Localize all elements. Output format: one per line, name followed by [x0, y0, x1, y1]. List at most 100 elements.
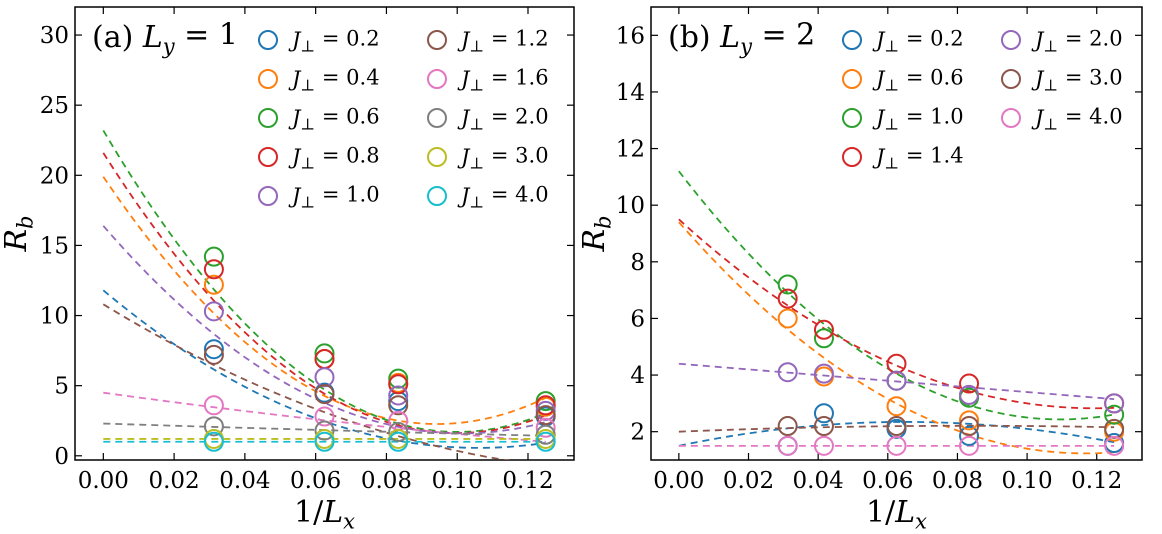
- x-tick-label: 0.00: [653, 468, 704, 494]
- data-point: [535, 405, 556, 426]
- legend-label: J⊥ = 1.4: [872, 143, 964, 172]
- data-point: [535, 431, 556, 452]
- data-point: [535, 417, 556, 438]
- legend-marker: [258, 108, 278, 128]
- data-point: [314, 431, 335, 452]
- x-tick-label: 0.08: [361, 468, 412, 494]
- legend-marker: [842, 30, 862, 50]
- data-point: [813, 416, 834, 437]
- y-tick-label: 30: [40, 23, 69, 49]
- legend-marker: [427, 30, 447, 50]
- data-point: [777, 274, 798, 295]
- data-point: [203, 339, 224, 360]
- data-point: [314, 343, 335, 364]
- data-point: [886, 435, 907, 456]
- legend-label: J⊥ = 0.2: [288, 26, 380, 55]
- legend-marker: [842, 108, 862, 128]
- legend-label: J⊥ = 2.0: [457, 104, 549, 133]
- legend-label: J⊥ = 0.8: [288, 143, 380, 172]
- data-point: [959, 410, 980, 431]
- legend-label: J⊥ = 3.0: [457, 143, 549, 172]
- legend-marker: [427, 108, 447, 128]
- data-point: [388, 421, 409, 442]
- legend-marker: [842, 147, 862, 167]
- legend-item: J⊥ = 3.0: [427, 143, 549, 173]
- legend-item: J⊥ = 0.4: [258, 65, 380, 95]
- legend-item: J⊥ = 0.8: [258, 143, 380, 173]
- data-point: [813, 328, 834, 349]
- y-tick-label: 25: [40, 93, 69, 119]
- fit-line: [678, 221, 1115, 455]
- data-point: [203, 259, 224, 280]
- panel-title: (b) Ly = 2: [668, 17, 815, 58]
- legend-marker: [1001, 69, 1021, 89]
- data-point: [959, 384, 980, 405]
- y-tick-label: 10: [40, 304, 69, 330]
- y-tick-label: 12: [616, 137, 645, 163]
- data-point: [388, 374, 409, 395]
- legend-item: J⊥ = 4.0: [1001, 104, 1123, 134]
- data-point: [203, 431, 224, 452]
- y-axis-title: Rb: [0, 215, 37, 252]
- y-tick-label: 6: [630, 306, 645, 332]
- data-point: [388, 431, 409, 452]
- legend-item: J⊥ = 3.0: [1001, 65, 1123, 95]
- y-tick-label: 2: [630, 420, 645, 446]
- data-point: [314, 420, 335, 441]
- legend-item: J⊥ = 0.6: [842, 65, 964, 95]
- x-tick-label: 0.10: [1001, 468, 1052, 494]
- legend-marker: [258, 186, 278, 206]
- data-point: [777, 308, 798, 329]
- legend: J⊥ = 0.2 J⊥ = 0.6 J⊥ = 1.0 J⊥ = 1.4 J⊥ = 2.0…: [842, 26, 1123, 173]
- y-tick-label: 10: [616, 193, 645, 219]
- plot-frame: [650, 6, 1143, 461]
- x-tick-label: 0.10: [432, 468, 483, 494]
- legend-label: J⊥ = 1.0: [872, 104, 964, 133]
- x-tick-label: 0.04: [219, 468, 270, 494]
- legend-label: J⊥ = 0.6: [288, 104, 380, 133]
- legend-label: J⊥ = 3.0: [1031, 65, 1123, 94]
- y-tick-label: 8: [630, 250, 645, 276]
- legend-label: J⊥ = 1.2: [457, 26, 549, 55]
- y-tick-label: 0: [54, 444, 69, 470]
- legend-item: J⊥ = 1.0: [258, 182, 380, 212]
- data-point: [777, 416, 798, 437]
- fit-line: [102, 225, 546, 435]
- legend-label: J⊥ = 4.0: [457, 182, 549, 211]
- data-point: [1104, 404, 1125, 425]
- data-point: [203, 416, 224, 437]
- data-point: [1104, 435, 1125, 456]
- legend-marker: [427, 147, 447, 167]
- legend-label: J⊥ = 4.0: [1031, 104, 1123, 133]
- legend-label: J⊥ = 0.6: [872, 65, 964, 94]
- x-tick-label: 0.12: [1071, 468, 1122, 494]
- x-axis-title: 1/Lx: [866, 495, 927, 533]
- plot-area: [678, 170, 1125, 456]
- y-tick-label: 20: [40, 163, 69, 189]
- data-point: [1104, 393, 1125, 414]
- legend-marker: [842, 69, 862, 89]
- legend-item: J⊥ = 0.2: [842, 26, 964, 56]
- legend-marker: [427, 69, 447, 89]
- fit-line: [103, 391, 546, 443]
- legend-marker: [258, 147, 278, 167]
- legend-item: J⊥ = 2.0: [1001, 26, 1123, 56]
- legend-label: J⊥ = 0.2: [872, 26, 964, 55]
- data-point: [388, 385, 409, 406]
- fit-line: [678, 170, 1115, 421]
- legend-marker: [1001, 30, 1021, 50]
- panel-a: 0.00 0.02 0.04 0.06 0.08 0.10 0.12 0 5 10 15 20 25 30…: [0, 6, 575, 533]
- y-tick-label: 16: [616, 23, 645, 49]
- data-point: [886, 370, 907, 391]
- y-axis-title: Rb: [577, 215, 615, 252]
- legend-item: J⊥ = 0.6: [258, 104, 380, 134]
- x-tick-label: 0.02: [148, 468, 199, 494]
- legend-marker: [1001, 108, 1021, 128]
- panel-title: (a) Ly = 1: [92, 17, 238, 58]
- data-point: [813, 363, 834, 384]
- data-point: [886, 416, 907, 437]
- fit-line: [102, 129, 547, 433]
- data-point: [203, 301, 224, 322]
- plot-frame: [74, 6, 575, 461]
